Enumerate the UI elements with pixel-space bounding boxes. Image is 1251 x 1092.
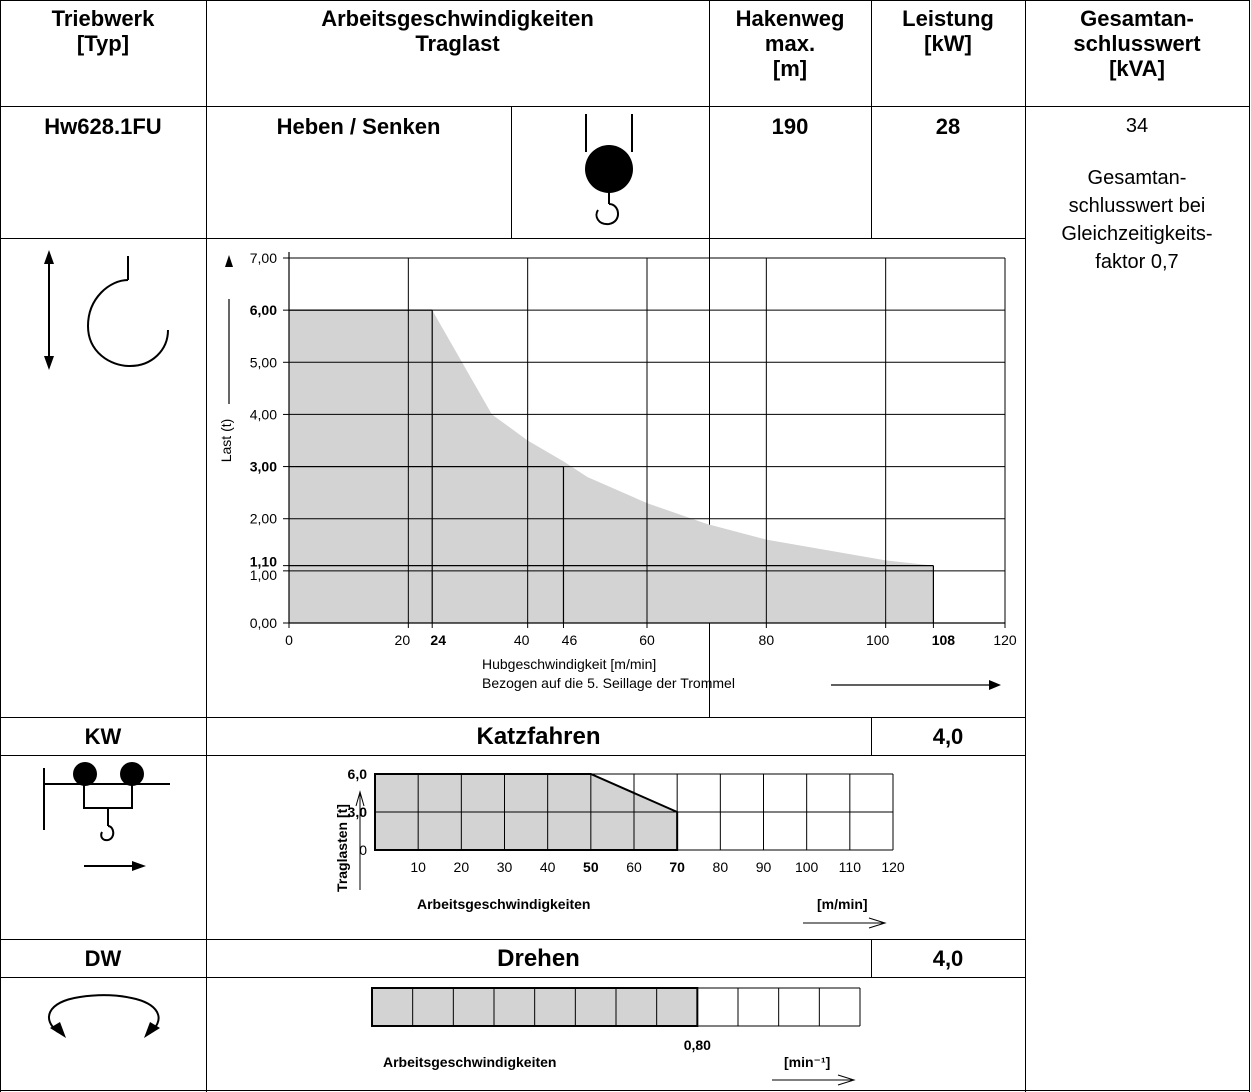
trolley-icon	[43, 762, 170, 871]
y-tick-label: 3,0	[348, 804, 368, 820]
x-tick-label: 80	[713, 859, 729, 875]
header-triebwerk: Triebwerk [Typ]	[51, 6, 155, 56]
x-tick-label: 20	[395, 632, 411, 648]
x-tick-label: 50	[583, 859, 599, 875]
x-axis-unit: [min⁻¹]	[784, 1054, 830, 1070]
load-area	[289, 310, 934, 623]
x-tick-label: 0	[285, 632, 293, 648]
row-divider-3	[0, 755, 1026, 756]
x-tick-label: 10	[410, 859, 426, 875]
x-axis-label: Arbeitsgeschwindigkeiten	[383, 1054, 556, 1070]
x-axis-label: Hubgeschwindigkeit [m/min]	[482, 656, 656, 672]
col-divider-2	[709, 0, 710, 717]
hoist-type: Hw628.1FU	[44, 114, 162, 139]
hoist-motion-label: Heben / Senken	[276, 114, 441, 139]
y-tick-label: 3,00	[250, 459, 277, 475]
trolley-load-outline	[374, 773, 679, 851]
y-axis-arrow-head	[225, 255, 233, 267]
header-gesamtanschlusswert: Gesamtan- schlusswert [kVA]	[1073, 6, 1201, 81]
x-axis-arrow-head	[837, 1074, 856, 1086]
table-border-top	[0, 0, 1250, 1]
col-divider-3c	[871, 939, 872, 977]
trolley-motion-label: Katzfahren	[476, 723, 601, 750]
max-value-label: 0,80	[684, 1037, 711, 1053]
hoist-hook-travel: 190	[771, 114, 809, 139]
pulley-hook-icon	[585, 114, 633, 226]
x-tick-label: 100	[866, 632, 890, 648]
x-tick-label: 120	[993, 632, 1017, 648]
x-axis-arrow-head	[868, 917, 887, 929]
x-axis-unit: [m/min]	[817, 896, 868, 912]
x-tick-label: 40	[540, 859, 556, 875]
x-tick-label: 100	[795, 859, 819, 875]
x-tick-label: 80	[759, 632, 775, 648]
x-tick-label: 40	[514, 632, 530, 648]
hoist-total-value: 34	[1125, 115, 1149, 137]
x-tick-label: 120	[881, 859, 905, 875]
y-tick-label: 7,00	[250, 250, 277, 266]
header-leistung: Leistung [kW]	[902, 6, 994, 56]
y-axis-arrow-head	[355, 790, 365, 807]
slewing-motion-label: Drehen	[497, 945, 580, 972]
header-divider	[0, 106, 1250, 107]
row-divider-5	[0, 977, 1026, 978]
hoist-load-chart: 0,00 1,001,10 2,00 3,00 4,00 5,00 6,00 7,00 0 20 2…	[218, 250, 1017, 691]
x-tick-label: 70	[669, 859, 685, 875]
trolley-speed-chart: 0 3,0 6,0 10 20 30 40 50 60 70 80 90 100 110 120 Tragla…	[334, 766, 905, 929]
row-divider-2	[0, 717, 1026, 718]
trolley-power: 4,0	[932, 724, 964, 749]
slewing-power: 4,0	[932, 946, 964, 971]
col-divider-3	[871, 0, 872, 238]
y-axis-label: Last (t)	[218, 419, 234, 463]
x-axis-arrow-head	[989, 680, 1001, 690]
x-tick-label: 24	[430, 632, 446, 648]
x-tick-label: 20	[454, 859, 470, 875]
row-divider-4	[0, 939, 1026, 940]
y-tick-label: 2,00	[250, 511, 277, 527]
table-border-left	[0, 0, 1, 1092]
chart-note: Bezogen auf die 5. Seillage der Trommel	[482, 675, 735, 691]
x-axis-label: Arbeitsgeschwindigkeiten	[417, 896, 590, 912]
y-tick-label: 4,00	[250, 406, 277, 422]
slewing-rotation-icon	[48, 994, 160, 1038]
row-divider-1	[0, 238, 1026, 239]
y-tick-label: 0	[359, 842, 367, 858]
slewing-type: DW	[84, 946, 122, 971]
y-tick-label: 1,00	[250, 567, 277, 583]
y-tick-label: 6,0	[348, 766, 368, 782]
y-tick-label: 1,10	[250, 554, 277, 570]
x-tick-label: 30	[497, 859, 513, 875]
col-divider-4	[1025, 0, 1026, 1092]
col-divider-2b	[511, 106, 512, 238]
hook-raise-lower-icon	[44, 250, 169, 370]
x-tick-label: 110	[839, 859, 862, 875]
slewing-bar-outline	[371, 987, 699, 1027]
col-divider-1	[206, 0, 207, 1092]
table-border-bottom	[0, 1090, 1250, 1091]
x-tick-label: 90	[756, 859, 772, 875]
trolley-type: KW	[84, 724, 122, 749]
x-tick-label: 108	[932, 632, 956, 648]
y-tick-label: 0,00	[250, 615, 277, 631]
hoist-note: Gesamtan- schlusswert bei Gleichzeitigke…	[1061, 167, 1213, 273]
hoist-power: 28	[935, 114, 961, 139]
header-hakenweg: Hakenweg max. [m]	[735, 6, 845, 81]
x-tick-label: 46	[562, 632, 578, 648]
header-arbeitsgeschwindigkeiten: Arbeitsgeschwindigkeiten Traglast	[321, 6, 594, 56]
x-tick-label: 60	[639, 632, 655, 648]
y-tick-label: 5,00	[250, 354, 277, 370]
slewing-speed-chart: 0,80 Arbeitsgeschwindigkeiten [min⁻¹]	[371, 987, 861, 1086]
col-divider-3b	[871, 717, 872, 755]
table-border-right	[1249, 0, 1250, 1092]
y-tick-label: 6,00	[250, 302, 277, 318]
x-tick-label: 60	[626, 859, 642, 875]
y-axis-label: Traglasten [t]	[334, 804, 350, 892]
